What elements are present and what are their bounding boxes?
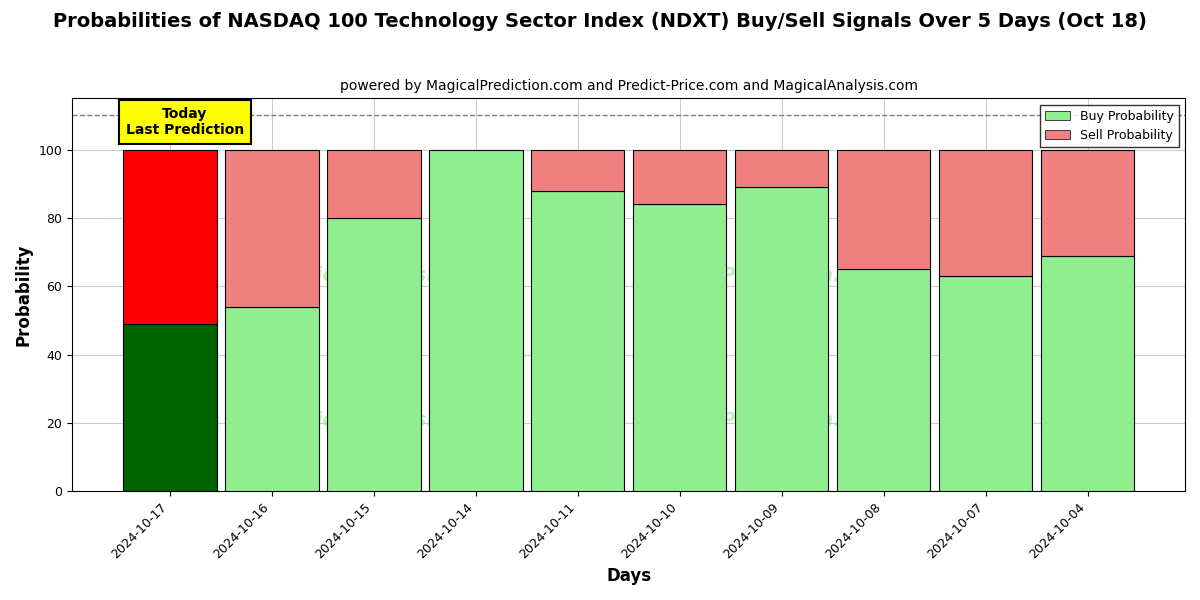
Text: MagicalPrediction.com: MagicalPrediction.com [637, 411, 887, 430]
Title: powered by MagicalPrediction.com and Predict-Price.com and MagicalAnalysis.com: powered by MagicalPrediction.com and Pre… [340, 79, 918, 93]
Bar [836, 269, 930, 491]
Bar [836, 149, 930, 269]
Legend: Buy Probability, Sell Probability: Buy Probability, Sell Probability [1040, 104, 1178, 147]
Bar [734, 149, 828, 187]
Bar [428, 149, 522, 491]
Bar [632, 204, 726, 491]
Text: MagicalAnalysis.com: MagicalAnalysis.com [270, 266, 498, 284]
Bar [224, 149, 318, 307]
Bar [530, 191, 624, 491]
Bar [1040, 256, 1134, 491]
Text: MagicalPrediction.com: MagicalPrediction.com [637, 266, 887, 284]
Bar [938, 276, 1032, 491]
Y-axis label: Probability: Probability [16, 244, 34, 346]
Bar [326, 149, 420, 218]
Bar [122, 149, 216, 324]
Text: Probabilities of NASDAQ 100 Technology Sector Index (NDXT) Buy/Sell Signals Over: Probabilities of NASDAQ 100 Technology S… [53, 12, 1147, 31]
X-axis label: Days: Days [606, 567, 652, 585]
Text: MagicalAnalysis.com: MagicalAnalysis.com [270, 411, 498, 430]
Bar [530, 149, 624, 191]
Text: Today
Last Prediction: Today Last Prediction [126, 107, 244, 137]
Bar [1040, 149, 1134, 256]
Bar [938, 149, 1032, 276]
Bar [224, 307, 318, 491]
Bar [632, 149, 726, 204]
Bar [734, 187, 828, 491]
Bar [122, 324, 216, 491]
Bar [326, 218, 420, 491]
